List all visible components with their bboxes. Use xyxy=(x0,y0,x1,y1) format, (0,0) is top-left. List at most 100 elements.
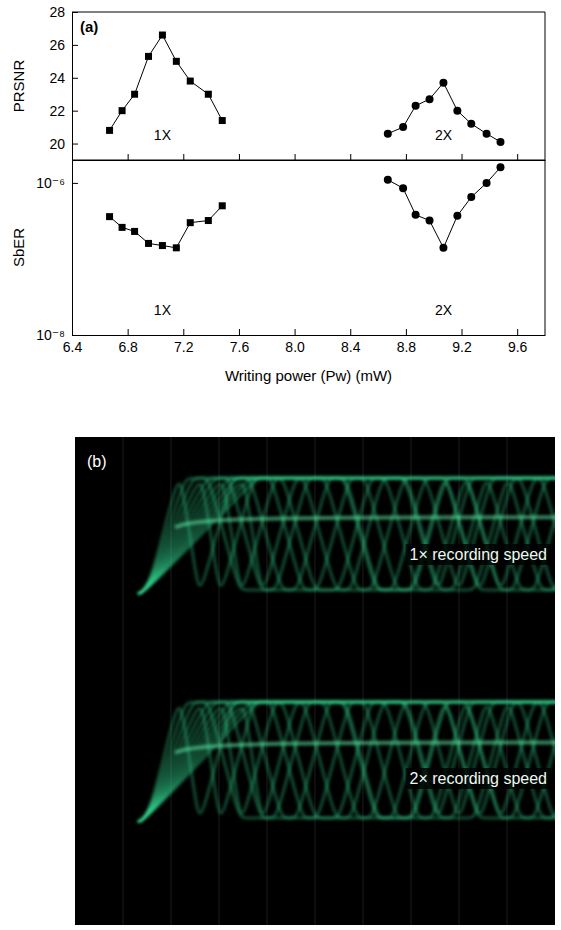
data-point xyxy=(399,184,407,192)
series-label: 1X xyxy=(154,127,172,143)
data-point xyxy=(205,217,212,224)
x-axis: 6.46.87.27.68.08.48.89.29.6 xyxy=(63,329,546,355)
panel-0: 2022242628PRSNR(a)1X2X xyxy=(10,4,546,161)
data-point xyxy=(187,219,194,226)
eye-mid-level xyxy=(175,743,555,753)
x-tick: 9.2 xyxy=(452,329,472,355)
image-caption: 2× recording speed xyxy=(410,770,547,787)
x-tick: 8.0 xyxy=(285,329,305,355)
eye-trace xyxy=(138,702,555,822)
x-tick-mark xyxy=(462,154,463,160)
x-tick xyxy=(239,154,240,160)
eye-trace xyxy=(138,478,555,594)
data-point xyxy=(119,224,126,231)
eye-trace xyxy=(138,478,555,594)
series-label: 2X xyxy=(435,302,453,318)
eye-trace xyxy=(138,702,555,822)
eye-trace xyxy=(138,478,555,594)
x-tick-mark xyxy=(128,329,129,335)
x-tick-mark xyxy=(295,329,296,335)
eye-trace xyxy=(138,478,555,594)
eye-trace xyxy=(138,478,555,594)
y-axis-title: PRSNR xyxy=(10,60,27,113)
y-axis-title: SbER xyxy=(10,228,27,267)
y-tick-label: 26 xyxy=(49,37,65,53)
panel-label: (a) xyxy=(80,18,98,35)
scope-grid xyxy=(507,437,508,925)
frame-right xyxy=(545,160,546,335)
x-axis-line xyxy=(73,335,546,336)
x-tick-mark xyxy=(239,154,240,160)
scope-traces xyxy=(123,437,555,925)
data-point xyxy=(439,79,447,87)
data-point xyxy=(467,120,475,128)
x-tick xyxy=(128,154,129,160)
panel-1: 6.46.87.27.68.08.48.89.29.610⁻⁸10⁻⁶SbERW… xyxy=(10,160,546,384)
frame-top xyxy=(72,160,545,161)
eye-trace xyxy=(138,702,555,822)
data-point xyxy=(145,240,152,247)
x-tick-label: 9.2 xyxy=(452,339,472,355)
x-axis xyxy=(73,154,546,161)
x-tick-mark xyxy=(406,329,407,335)
y-tick-mark xyxy=(72,78,78,79)
series-line xyxy=(388,167,501,247)
x-tick-label: 9.6 xyxy=(508,339,528,355)
series-label: 1X xyxy=(154,302,172,318)
data-point xyxy=(145,53,152,60)
data-point xyxy=(219,117,226,124)
y-tick-mark xyxy=(72,183,78,184)
eye-trace xyxy=(138,702,555,822)
eye-trace xyxy=(138,478,555,594)
x-tick-mark xyxy=(517,154,518,160)
eye-glow xyxy=(138,478,555,822)
x-tick xyxy=(517,154,518,160)
x-tick-mark xyxy=(350,329,351,335)
y-axis: 10⁻⁸ 10⁻⁶ xyxy=(36,161,78,343)
eye-trace xyxy=(138,702,555,822)
x-tick xyxy=(406,154,407,160)
x-tick-mark xyxy=(183,329,184,335)
y-tick-label: 10⁻⁶ xyxy=(36,175,65,191)
data-point xyxy=(173,244,180,251)
figure: 2022242628PRSNR(a)1X2X6.46.87.27.68.08.4… xyxy=(0,0,561,930)
x-tick-mark xyxy=(183,154,184,160)
y-tick-mark xyxy=(72,144,78,145)
eye-trace xyxy=(138,702,555,822)
x-axis-title: Writing power (Pw) (mW) xyxy=(225,367,392,384)
eye-trace xyxy=(138,702,555,822)
data-point xyxy=(467,193,475,201)
x-tick-label: 8.8 xyxy=(397,339,417,355)
x-tick: 6.8 xyxy=(118,329,138,355)
eye-trace xyxy=(138,478,555,594)
data-point xyxy=(496,163,504,171)
data-point xyxy=(205,91,212,98)
x-tick xyxy=(462,154,463,160)
eye-trace xyxy=(138,702,555,822)
data-point xyxy=(131,91,138,98)
x-tick xyxy=(350,154,351,160)
y-tick-label: 22 xyxy=(49,103,65,119)
x-axis-line xyxy=(73,160,546,161)
x-tick-mark xyxy=(128,154,129,160)
x-tick: 9.6 xyxy=(508,329,528,355)
x-tick: 8.8 xyxy=(397,329,417,355)
data-point xyxy=(453,107,461,115)
scope-grid xyxy=(411,437,412,925)
panel-b: (b)1× recording speed2× recording speed xyxy=(75,437,561,925)
y-tick-label: 24 xyxy=(49,70,65,86)
data-point xyxy=(119,107,126,114)
y-axis-line xyxy=(72,13,73,161)
caption-backdrop xyxy=(406,544,551,565)
y-tick-mark xyxy=(72,111,78,112)
x-tick xyxy=(183,154,184,160)
y-tick-label: 10⁻⁸ xyxy=(36,327,65,343)
x-tick-label: 8.4 xyxy=(341,339,361,355)
y-tick-label: 28 xyxy=(49,4,65,20)
data-point xyxy=(496,138,504,146)
x-tick: 7.6 xyxy=(230,329,250,355)
eye-trace xyxy=(138,478,555,594)
x-tick: 8.4 xyxy=(341,329,361,355)
eye-trace xyxy=(138,702,555,822)
data-point xyxy=(426,95,434,103)
